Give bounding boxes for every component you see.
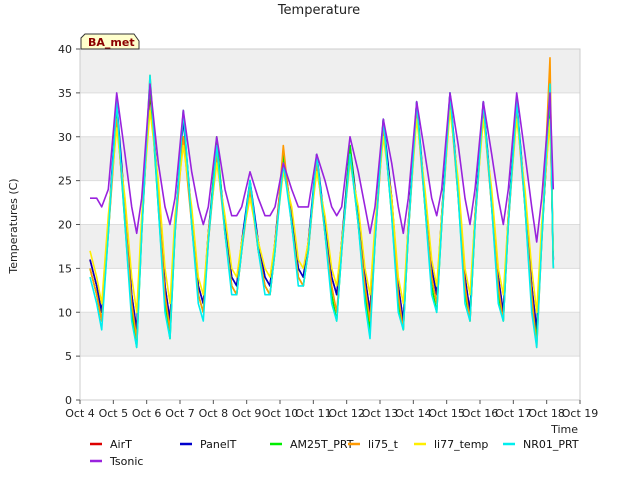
badge-shape: [80, 33, 140, 50]
x-tick-label: Oct 10: [262, 407, 299, 420]
y-axis-title: Temperatures (C): [7, 178, 20, 274]
y-tick-label: 20: [58, 219, 72, 232]
x-axis-title: Time: [550, 423, 578, 436]
y-tick-label: 35: [58, 87, 72, 100]
y-tick-label: 25: [58, 175, 72, 188]
chart-title: Temperature: [277, 3, 360, 18]
series-line-tsonic: [90, 83, 555, 243]
legend: AirT PanelT AM25T_PRT li75_t li77_temp NR01_P…: [90, 438, 579, 468]
site-badge: BA_met: [80, 33, 140, 50]
x-tick-label: Oct 12: [328, 407, 365, 420]
x-tick-label: Oct 19: [562, 407, 599, 420]
x-tick-label: Oct 16: [462, 407, 499, 420]
y-tick-label: 15: [58, 262, 72, 275]
badge-label: BA_met: [88, 36, 135, 49]
x-tick-label: Oct 6: [132, 407, 162, 420]
grid-band: [80, 312, 580, 357]
x-tick-label: Oct 8: [199, 407, 229, 420]
x-tick-label: Oct 18: [528, 407, 565, 420]
y-tick-label: 0: [65, 394, 72, 407]
plot-bands: [80, 49, 580, 401]
x-tick-label: Oct 4: [65, 407, 95, 420]
legend-label-airt: AirT: [110, 438, 132, 451]
series-line-nr01-prt: [89, 74, 555, 349]
legend-label-li77-temp: li77_temp: [434, 438, 488, 451]
x-tick-label: Oct 14: [395, 407, 432, 420]
x-tick-label: Oct 17: [495, 407, 532, 420]
y-axis-ticks: 0 5 10 15 20 25 30 35 40: [58, 43, 80, 407]
x-tick-label: Oct 9: [232, 407, 262, 420]
legend-label-nr01-prt: NR01_PRT: [523, 438, 579, 451]
x-axis-ticks: Oct 4 Oct 5 Oct 6 Oct 7 Oct 8 Oct 9 Oct 10Oct …: [65, 400, 598, 420]
grid-band: [80, 49, 580, 93]
y-tick-label: 10: [58, 306, 72, 319]
legend-label-li75-t: li75_t: [368, 438, 399, 451]
x-tick-label: Oct 5: [99, 407, 129, 420]
legend-label-am25t-prt: AM25T_PRT: [290, 438, 354, 451]
grid-band: [80, 136, 580, 181]
x-tick-label: Oct 13: [362, 407, 399, 420]
y-tick-label: 30: [58, 131, 72, 144]
x-tick-label: Oct 15: [428, 407, 465, 420]
x-tick-label: Oct 11: [295, 407, 332, 420]
legend-label-panelt: PanelT: [200, 438, 237, 451]
legend-label-tsonic: Tsonic: [109, 455, 143, 468]
y-tick-label: 40: [58, 43, 72, 56]
series-lines: [89, 56, 555, 349]
y-tick-label: 5: [65, 350, 72, 363]
x-tick-label: Oct 7: [165, 407, 195, 420]
